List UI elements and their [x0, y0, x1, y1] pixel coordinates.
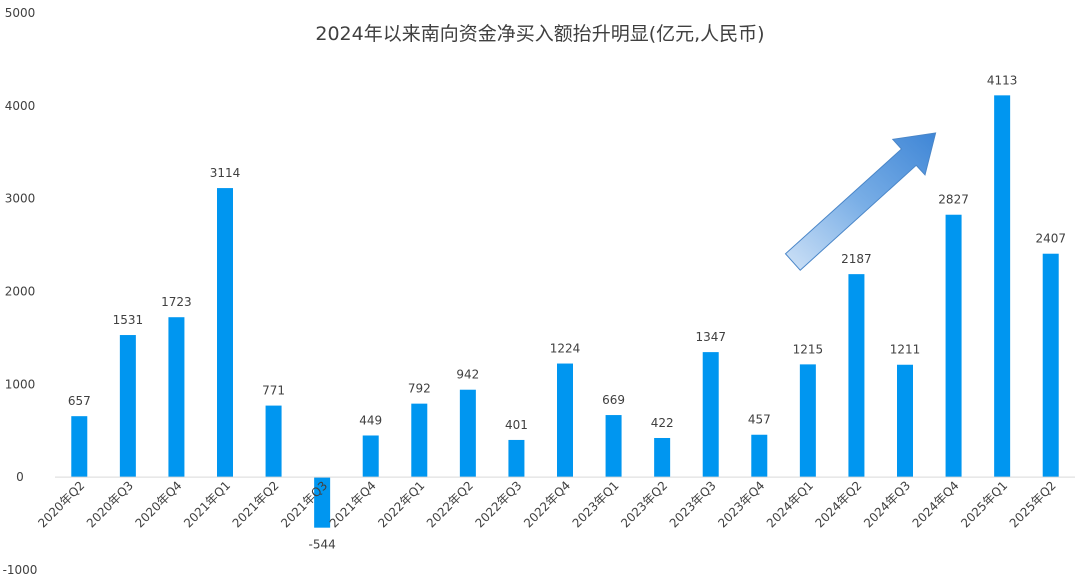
data-label: 771 — [262, 384, 285, 398]
bar — [654, 437, 671, 478]
chart-title: 2024年以来南向资金净买入额抬升明显(亿元,人民币) — [315, 23, 764, 45]
bar — [1042, 253, 1059, 478]
x-tick-label: 2023年Q2 — [618, 478, 670, 530]
y-tick-label: 3000 — [5, 192, 36, 206]
bar — [702, 352, 719, 478]
data-label: 669 — [602, 393, 625, 407]
y-tick-label: 5000 — [5, 6, 36, 20]
data-label: 422 — [651, 416, 674, 430]
data-label: 4113 — [987, 73, 1018, 87]
data-label: -544 — [309, 538, 336, 552]
x-tick-label: 2021年Q4 — [327, 478, 379, 530]
x-tick-label: 2020年Q3 — [84, 478, 136, 530]
data-label: 1224 — [550, 342, 581, 356]
x-tick-label: 2023年Q1 — [570, 478, 622, 530]
data-label: 1531 — [113, 313, 144, 327]
x-tick-label: 2022年Q4 — [521, 478, 573, 530]
x-tick-label: 2023年Q4 — [715, 478, 767, 530]
y-tick-label: 2000 — [5, 285, 36, 299]
bar — [605, 415, 622, 478]
bar — [217, 188, 233, 478]
x-tick-label: 2024年Q2 — [812, 478, 864, 530]
bar — [411, 403, 428, 478]
x-tick-label: 2022年Q2 — [424, 478, 476, 530]
x-tick-label: 2021年Q1 — [181, 478, 233, 530]
data-label: 657 — [68, 394, 91, 408]
data-labels: 657 1531 1723 3114 771 -544 449 792 942 401 1224 66… — [68, 73, 1066, 551]
x-tick-label: 2025年Q1 — [958, 478, 1010, 530]
data-label: 2827 — [938, 193, 969, 207]
x-tick-label: 2020年Q2 — [35, 478, 87, 530]
trend-arrow-icon — [784, 132, 937, 271]
bar — [557, 363, 573, 478]
data-label: 1723 — [161, 295, 192, 309]
y-tick-label: 4000 — [5, 99, 36, 113]
bar — [459, 389, 476, 478]
bar — [945, 214, 962, 478]
x-tick-label: 2024年Q3 — [861, 478, 913, 530]
bar — [508, 439, 525, 478]
x-tick-label: 2024年Q4 — [910, 478, 962, 530]
y-axis-ticks: -1000 0 1000 2000 3000 4000 5000 — [3, 6, 38, 577]
bar — [265, 405, 282, 478]
y-tick-label: 0 — [16, 470, 24, 484]
y-tick-label: 1000 — [5, 377, 36, 391]
data-label: 2187 — [841, 252, 872, 266]
bar — [71, 416, 88, 478]
bar — [362, 435, 379, 478]
data-label: 449 — [359, 413, 382, 427]
data-label: 1211 — [890, 343, 921, 357]
x-tick-label: 2025年Q2 — [1007, 478, 1059, 530]
data-label: 1347 — [695, 330, 726, 344]
bar — [751, 434, 768, 478]
x-tick-label: 2023年Q3 — [667, 478, 719, 530]
data-label: 942 — [456, 368, 479, 382]
bar — [897, 364, 913, 478]
data-label: 401 — [505, 418, 528, 432]
data-label: 792 — [408, 382, 431, 396]
bar — [314, 477, 331, 528]
x-tick-label: 2021年Q2 — [230, 478, 282, 530]
x-tick-label: 2022年Q1 — [375, 478, 427, 530]
data-label: 457 — [748, 413, 771, 427]
bar — [168, 317, 185, 478]
bar — [119, 335, 136, 478]
x-tick-label: 2020年Q4 — [132, 478, 184, 530]
y-tick-label: -1000 — [3, 563, 38, 577]
data-label: 3114 — [210, 166, 241, 180]
x-tick-label: 2022年Q3 — [472, 478, 524, 530]
data-label: 1215 — [793, 342, 824, 356]
bars — [71, 95, 1059, 528]
bar — [848, 274, 865, 478]
bar — [799, 364, 816, 478]
data-label: 2407 — [1035, 232, 1066, 246]
bar — [994, 95, 1011, 478]
x-tick-label: 2024年Q1 — [764, 478, 816, 530]
